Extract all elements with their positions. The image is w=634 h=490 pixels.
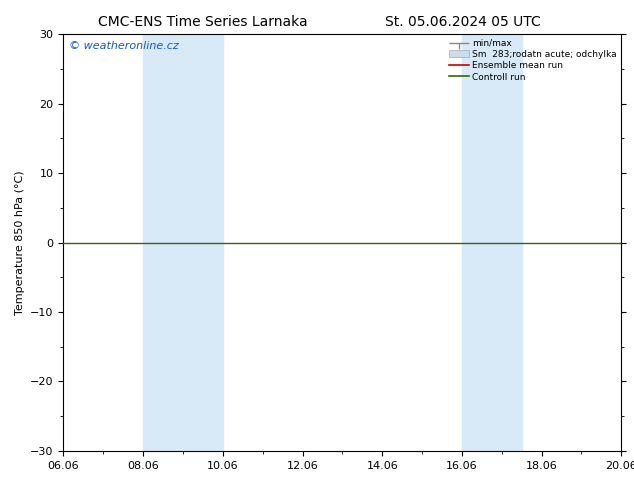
Legend: min/max, Sm  283;rodatn acute; odchylka, Ensemble mean run, Controll run: min/max, Sm 283;rodatn acute; odchylka, … [447,37,619,83]
Bar [143,34,223,451]
Bar [462,34,522,451]
Text: St. 05.06.2024 05 UTC: St. 05.06.2024 05 UTC [385,15,541,29]
Text: © weatheronline.cz: © weatheronline.cz [69,41,179,50]
Text: CMC-ENS Time Series Larnaka: CMC-ENS Time Series Larnaka [98,15,307,29]
Y-axis label: Temperature 850 hPa (°C): Temperature 850 hPa (°C) [15,170,25,315]
